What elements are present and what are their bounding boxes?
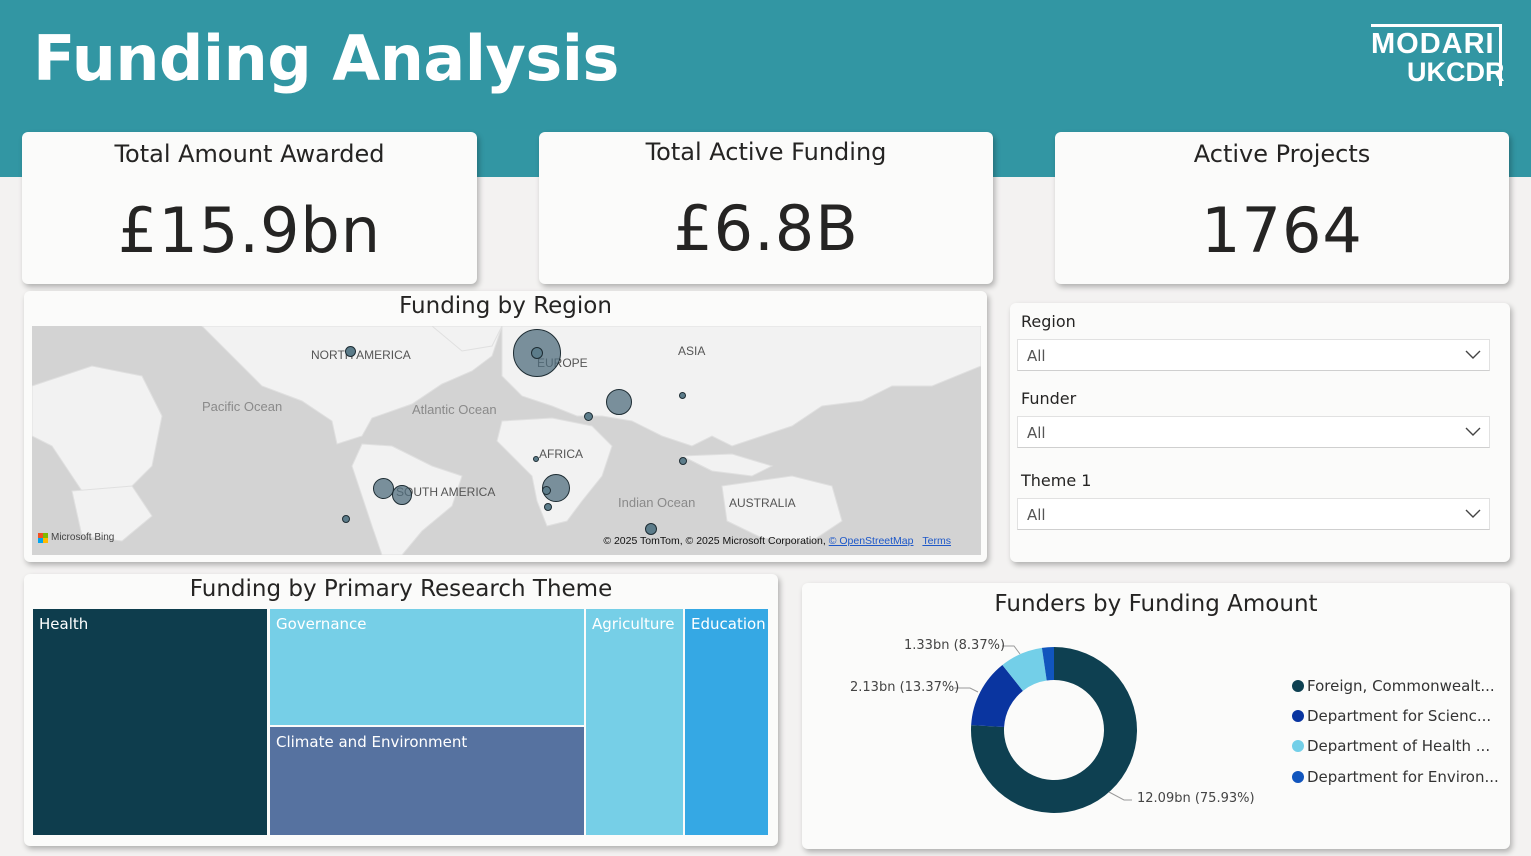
theme-dropdown[interactable]: All <box>1017 498 1490 530</box>
donut-card: Funders by Funding Amount <box>802 583 1510 849</box>
map-bubble-south-america-south[interactable] <box>342 515 350 523</box>
legend-dot <box>1292 740 1304 752</box>
legend-label: Department of Health ... <box>1307 737 1491 755</box>
donut-chart[interactable] <box>914 634 1194 834</box>
region-dropdown-value: All <box>1027 347 1046 365</box>
donut-data-label: 12.09bn (75.93%) <box>1137 791 1255 806</box>
map-label-africa: AFRICA <box>539 447 584 461</box>
donut-leader-line <box>1108 791 1132 801</box>
donut-data-label: 2.13bn (13.37%) <box>850 680 960 695</box>
donut-slice[interactable] <box>1002 647 1047 691</box>
funder-dropdown[interactable]: All <box>1017 416 1490 448</box>
kpi-title: Total Active Funding <box>645 138 887 166</box>
map-bubble-europe-inner[interactable] <box>531 347 543 359</box>
bing-label: Microsoft Bing <box>51 532 115 543</box>
treemap-title: Funding by Primary Research Theme <box>189 576 613 602</box>
map-attribution: © 2025 TomTom, © 2025 Microsoft Corporat… <box>603 535 951 547</box>
logo-line-2: UKCDR <box>1407 57 1505 87</box>
map-label-north-america: NORTH AMERICA <box>311 348 411 362</box>
map-bubble-southern-africa-inner[interactable] <box>542 486 551 495</box>
openstreetmap-link[interactable]: © OpenStreetMap <box>828 535 914 547</box>
map-bubble-middle-east[interactable] <box>584 412 593 421</box>
map-bubble-indian-ocean[interactable] <box>645 523 657 535</box>
legend-dot <box>1292 680 1304 692</box>
donut-slice[interactable] <box>1041 647 1054 681</box>
legend-label: Foreign, Commonwealt... <box>1307 677 1495 695</box>
map-bubble-south-america-east[interactable] <box>392 485 412 505</box>
kpi-title: Total Amount Awarded <box>114 140 385 168</box>
map-title: Funding by Region <box>399 293 612 319</box>
donut-slice[interactable] <box>971 647 1137 813</box>
logo-frame-right <box>1499 24 1502 86</box>
kpi-card-active-projects[interactable]: Active Projects 1764 <box>1055 132 1509 284</box>
legend-item-dsit[interactable]: Department for Scienc... <box>1292 707 1491 725</box>
legend-item-fcdo[interactable]: Foreign, Commonwealt... <box>1292 677 1495 695</box>
map-bubble-east-asia[interactable] <box>679 392 686 399</box>
microsoft-logo-icon <box>38 532 48 543</box>
funder-slicer-label: Funder <box>1021 389 1077 408</box>
map-bubble-north-america[interactable] <box>345 346 356 357</box>
bing-logo: Microsoft Bing <box>38 532 114 543</box>
legend-item-defra[interactable]: Department for Environ... <box>1292 768 1499 786</box>
kpi-title: Active Projects <box>1193 140 1371 168</box>
legend-label: Department for Environ... <box>1307 768 1499 786</box>
treemap-tile-governance[interactable]: Governance <box>270 609 584 725</box>
map-bubble-south-america-west[interactable] <box>373 478 394 499</box>
kpi-card-active-funding[interactable]: Total Active Funding £6.8B <box>539 132 993 284</box>
theme-dropdown-value: All <box>1027 506 1046 524</box>
legend-dot <box>1292 771 1304 783</box>
treemap-tile-agriculture[interactable]: Agriculture <box>586 609 683 835</box>
page-title: Funding Analysis <box>33 22 619 95</box>
treemap-tile-climate[interactable]: Climate and Environment <box>270 727 584 835</box>
map-bubble-south-africa[interactable] <box>544 503 552 511</box>
legend-label: Department for Scienc... <box>1307 707 1492 725</box>
treemap-tile-education[interactable]: Education <box>685 609 768 835</box>
map-landmass <box>32 326 981 555</box>
kpi-value: £15.9bn <box>117 194 382 267</box>
logo-line-1: MODARI <box>1371 28 1495 60</box>
logo-frame-top <box>1371 24 1502 27</box>
donut-data-label: 1.33bn (8.37%) <box>904 638 1006 653</box>
donut-slice[interactable] <box>971 664 1023 728</box>
funding-map[interactable]: NORTH AMERICA EUROPE ASIA Pacific Ocean … <box>32 326 981 555</box>
funder-dropdown-value: All <box>1027 424 1046 442</box>
region-dropdown[interactable]: All <box>1017 339 1490 371</box>
treemap-tile-health[interactable]: Health <box>33 609 267 835</box>
map-credit-text: © 2025 TomTom, © 2025 Microsoft Corporat… <box>603 535 826 547</box>
donut-leader-line <box>1002 645 1021 655</box>
chevron-down-icon <box>1465 509 1481 518</box>
map-label-asia: ASIA <box>678 344 706 358</box>
map-bubble-se-asia[interactable] <box>679 457 687 465</box>
chevron-down-icon <box>1465 427 1481 436</box>
modari-ukcdr-logo: MODARI UKCDR <box>1369 24 1505 88</box>
legend-dot <box>1292 710 1304 722</box>
chevron-down-icon <box>1465 350 1481 359</box>
map-label-indian-ocean: Indian Ocean <box>618 495 696 510</box>
map-bubble-central-africa[interactable] <box>533 456 539 462</box>
map-label-australia: AUSTRALIA <box>729 496 796 510</box>
map-label-south-america: SOUTH AMERICA <box>396 485 496 499</box>
kpi-value: £6.8B <box>673 192 859 265</box>
theme-slicer-label: Theme 1 <box>1021 471 1092 490</box>
region-slicer-label: Region <box>1021 312 1076 331</box>
kpi-card-total-awarded[interactable]: Total Amount Awarded £15.9bn <box>22 132 477 284</box>
map-bubble-south-asia[interactable] <box>606 389 632 415</box>
map-label-pacific: Pacific Ocean <box>202 399 283 414</box>
terms-link[interactable]: Terms <box>922 535 951 547</box>
legend-item-dhsc[interactable]: Department of Health ... <box>1292 737 1490 755</box>
donut-leader-line <box>954 687 979 693</box>
map-label-atlantic: Atlantic Ocean <box>412 402 497 417</box>
donut-title: Funders by Funding Amount <box>994 591 1318 617</box>
kpi-value: 1764 <box>1201 194 1363 267</box>
